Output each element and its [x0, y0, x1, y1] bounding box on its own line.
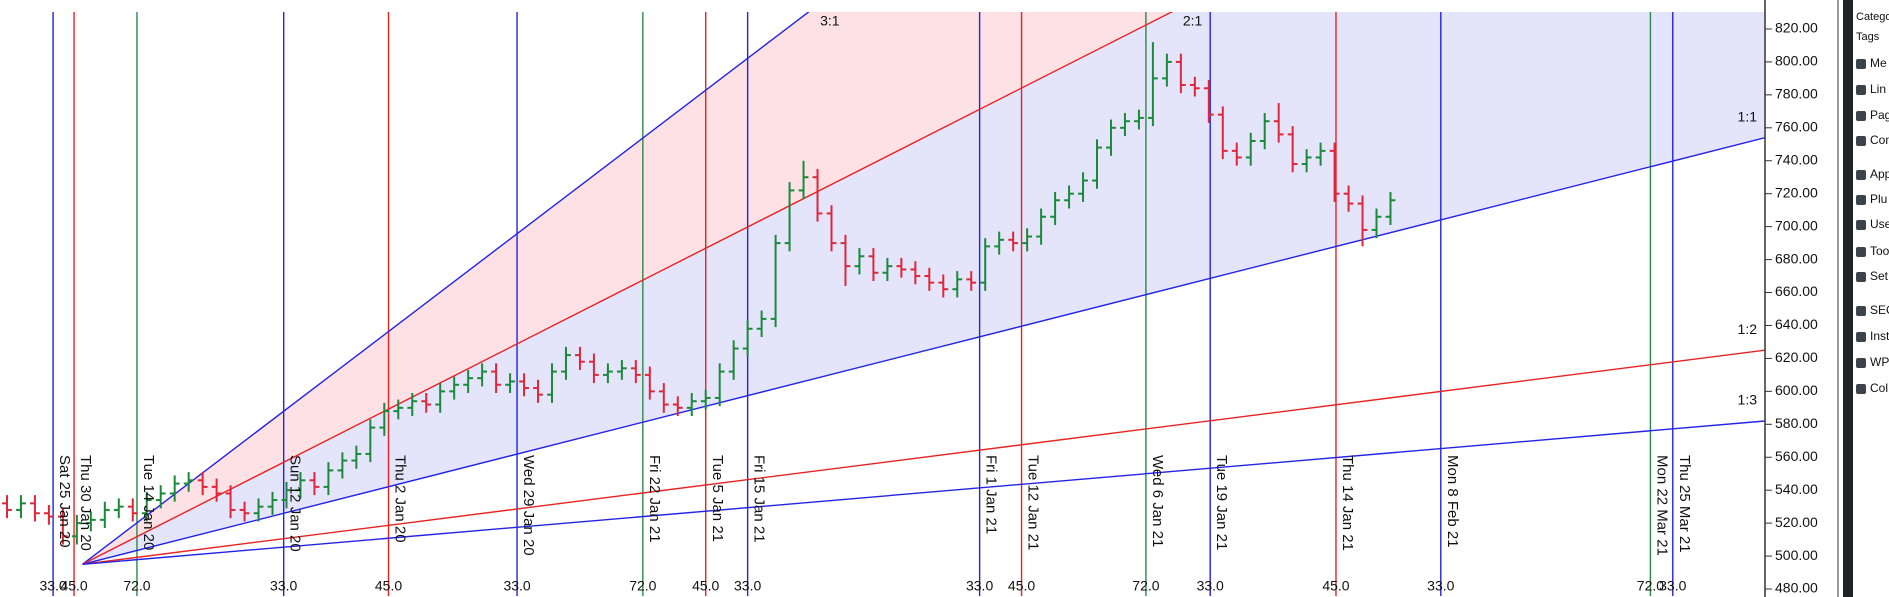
menu-icon — [1856, 358, 1866, 368]
y-tick-label: 740.00 — [1775, 151, 1818, 167]
cycle-length: 45.0 — [375, 578, 402, 594]
menu-item[interactable]: Com — [1870, 133, 1889, 147]
fan-line — [82, 420, 1765, 566]
menu-icon — [1856, 195, 1866, 205]
menu-icon — [1856, 170, 1866, 180]
menu-item[interactable]: Col — [1870, 381, 1888, 395]
cycle-length: 72.0 — [1637, 578, 1664, 594]
menu-item[interactable]: Lin — [1870, 82, 1886, 96]
cycle-date: Tue 19 Jan 21 — [1213, 455, 1230, 550]
menu-item[interactable]: WP — [1870, 355, 1889, 369]
y-tick-label: 560.00 — [1775, 448, 1818, 464]
menu-icon — [1856, 111, 1866, 121]
cycle-length: 45.0 — [1008, 578, 1035, 594]
menu-icon — [1856, 332, 1866, 342]
menu-icon — [1856, 306, 1866, 316]
menu-item[interactable]: Plu — [1870, 192, 1887, 206]
fan-band — [82, 12, 1765, 565]
y-tick-label: 480.00 — [1775, 580, 1818, 596]
cycle-length: 33.0 — [734, 578, 761, 594]
cycle-date: Thu 14 Jan 21 — [1339, 455, 1356, 551]
menu-item[interactable]: Inst — [1870, 329, 1889, 343]
menu-item[interactable]: Catego — [1856, 11, 1889, 23]
menu-icon — [1856, 220, 1866, 230]
cycle-length: 33.0 — [270, 578, 297, 594]
cycle-date: Tue 5 Jan 21 — [709, 455, 726, 542]
fan-label: 1:3 — [1738, 392, 1758, 408]
fan-line — [82, 12, 810, 565]
menu-icon — [1856, 247, 1866, 257]
fan-line — [82, 12, 1174, 565]
cycle-date: Fri 22 Jan 21 — [646, 455, 663, 543]
y-tick-label: 600.00 — [1775, 382, 1818, 398]
y-tick-label: 700.00 — [1775, 217, 1818, 233]
cycle-date: Sat 25 Jan 20 — [56, 455, 73, 548]
cycle-length: 33.0 — [1427, 578, 1454, 594]
admin-menu-items: Catego Tags Me Lin Pag Com App Plu Use Too Set SEO I… — [1856, 11, 1889, 395]
cycle-date: Fri 1 Jan 21 — [983, 455, 1000, 534]
menu-icon — [1856, 85, 1866, 95]
cycle-date: Mon 8 Feb 21 — [1444, 455, 1461, 548]
fan-line — [82, 137, 1765, 565]
cycle-date: Tue 14 Jan 20 — [140, 455, 157, 550]
cycle-length: 45.0 — [1322, 578, 1349, 594]
y-tick-label: 520.00 — [1775, 514, 1818, 530]
cycle-length: 45.0 — [60, 578, 87, 594]
menu-item[interactable]: App — [1870, 167, 1889, 181]
fan-label: 2:1 — [1183, 13, 1203, 29]
menu-icon — [1856, 384, 1866, 394]
menu-item[interactable]: Me — [1870, 56, 1887, 70]
cycle-date: Fri 15 Jan 21 — [751, 455, 768, 543]
y-tick-label: 820.00 — [1775, 20, 1818, 36]
menu-icon — [1856, 59, 1866, 69]
y-tick-label: 780.00 — [1775, 86, 1818, 102]
menu-item[interactable]: SEO — [1870, 303, 1889, 317]
cycle-date: Sun 12 Jan 20 — [287, 455, 304, 552]
y-tick-label: 580.00 — [1775, 415, 1818, 431]
cycle-date: Wed 6 Jan 21 — [1149, 455, 1166, 547]
cycle-date: Mon 22 Mar 21 — [1653, 455, 1670, 556]
cycle-length: 72.0 — [629, 578, 656, 594]
y-tick-label: 500.00 — [1775, 547, 1818, 563]
menu-item[interactable]: Pag — [1870, 108, 1889, 122]
cycle-date: Thu 2 Jan 20 — [392, 455, 409, 543]
menu-item[interactable]: Too — [1870, 244, 1889, 258]
fan-label: 3:1 — [820, 13, 840, 29]
menu-icon — [1856, 272, 1866, 282]
menu-item[interactable]: Tags — [1856, 31, 1880, 43]
menu-icon — [1856, 136, 1866, 146]
y-tick-label: 800.00 — [1775, 53, 1818, 69]
y-tick-label: 660.00 — [1775, 283, 1818, 299]
y-tick-label: 680.00 — [1775, 250, 1818, 266]
y-axis: 480.00 500.00 520.00 540.00 560.00 580.00 600.… — [1764, 0, 1818, 597]
fan-label: 1:2 — [1738, 321, 1758, 337]
y-tick-label: 720.00 — [1775, 184, 1818, 200]
admin-strip — [1843, 0, 1853, 597]
plot-area — [2, 12, 1765, 596]
cycle-length: 33.0 — [1659, 578, 1686, 594]
cycle-length: 33.0 — [503, 578, 530, 594]
cycle-length: 33.0 — [1197, 578, 1224, 594]
y-tick-label: 760.00 — [1775, 119, 1818, 135]
cycle-length: 33.0 — [966, 578, 993, 594]
y-tick-label: 620.00 — [1775, 349, 1818, 365]
cycle-length: 45.0 — [692, 578, 719, 594]
cycle-date: Tue 12 Jan 21 — [1025, 455, 1042, 550]
y-tick-label: 540.00 — [1775, 481, 1818, 497]
cycle-length: 72.0 — [1132, 578, 1159, 594]
menu-item[interactable]: Set — [1870, 269, 1889, 283]
admin-menu — [1853, 0, 1889, 597]
cycle-date: Thu 25 Mar 21 — [1676, 455, 1693, 553]
cycle-date: Thu 30 Jan 20 — [77, 455, 94, 551]
fan-label: 1:1 — [1738, 108, 1758, 124]
cycle-length: 33.0 — [39, 578, 66, 594]
menu-item[interactable]: Use — [1870, 217, 1889, 231]
cycle-length: 72.0 — [123, 578, 150, 594]
cycle-date: Wed 29 Jan 20 — [520, 455, 537, 556]
y-tick-label: 640.00 — [1775, 316, 1818, 332]
fan-line — [82, 349, 1765, 565]
